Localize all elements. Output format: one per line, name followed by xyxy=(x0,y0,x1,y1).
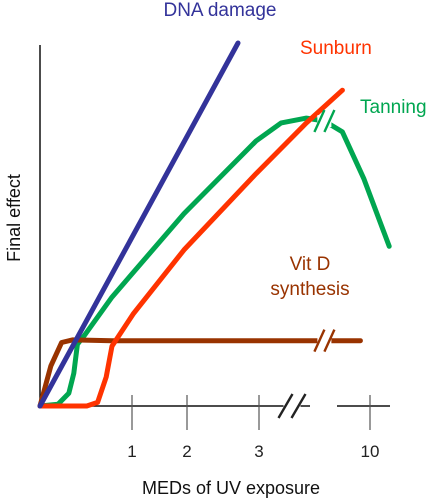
x-tick-label-1: 1 xyxy=(127,442,136,461)
break-slash-vit-d-synthesis-1 xyxy=(313,329,326,353)
curve-vit-d-synthesis xyxy=(37,337,363,409)
x-tick-label-3: 3 xyxy=(254,442,263,461)
series-label-sunburn: Sunburn xyxy=(300,38,372,59)
x-tick-label-2: 2 xyxy=(182,442,191,461)
axes xyxy=(39,45,390,407)
break-slash-tanning-1 xyxy=(313,109,326,133)
curve-sunburn xyxy=(37,87,345,409)
series-curves xyxy=(37,40,392,409)
series-label-dna-damage: DNA damage xyxy=(163,0,276,21)
axis-break-marks xyxy=(277,109,336,419)
y-axis-title: Final effect xyxy=(4,174,24,262)
break-slash-vit-d-synthesis-2 xyxy=(323,329,336,353)
x-tick-label-10: 10 xyxy=(361,442,380,461)
break-slash-axis-1 xyxy=(277,393,294,419)
x-ticks: 1 2 3 10 xyxy=(127,395,379,461)
curve-tanning xyxy=(37,115,392,409)
curve-dna-damage xyxy=(37,40,241,409)
break-slash-tanning-2 xyxy=(323,109,336,133)
break-slash-axis-2 xyxy=(290,393,307,419)
series-label-tanning: Tanning xyxy=(360,97,427,118)
x-axis-title: MEDs of UV exposure xyxy=(142,478,320,498)
